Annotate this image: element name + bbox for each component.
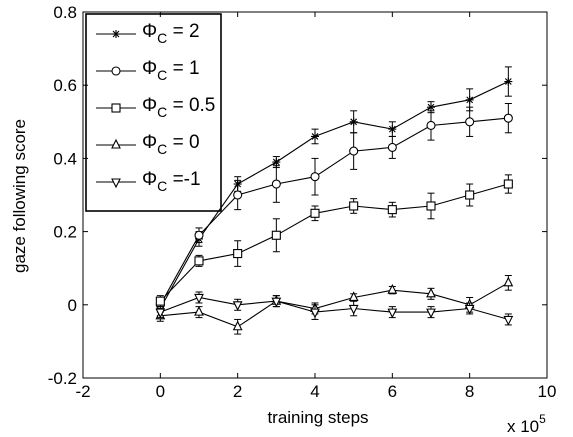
y-tick-label: -0.2 (48, 369, 77, 388)
data-point (387, 142, 397, 152)
series-group (155, 66, 514, 335)
series-5 (155, 291, 514, 326)
y-tick-label: 0.2 (53, 223, 77, 242)
legend-item: ΦC = 0 (96, 132, 200, 157)
data-point (194, 256, 204, 266)
data-point (232, 301, 243, 312)
x-tick-label: 0 (156, 382, 165, 401)
data-point (387, 283, 398, 294)
data-point (272, 158, 281, 167)
data-point (504, 77, 513, 86)
data-point (271, 297, 282, 308)
data-point (271, 179, 281, 189)
x-tick-label: 10 (538, 382, 557, 401)
data-point (387, 308, 398, 319)
data-point (194, 230, 204, 240)
y-tick-label: 0.6 (53, 76, 77, 95)
data-point (426, 120, 436, 131)
legend-marker (112, 30, 120, 38)
data-point (233, 190, 243, 200)
x-multiplier-base: x 10 (507, 417, 539, 436)
data-point (503, 315, 514, 326)
data-point (310, 208, 320, 218)
data-point (349, 146, 359, 156)
legend-item: ΦC = 1 (96, 58, 200, 83)
data-point (155, 308, 166, 319)
legend-item: ΦC = 0.5 (96, 95, 215, 120)
data-point (155, 296, 165, 306)
data-point (465, 95, 474, 104)
series-line (159, 117, 509, 306)
legend-marker (111, 138, 121, 149)
data-point (310, 172, 320, 182)
data-point (426, 287, 436, 298)
data-point (194, 293, 204, 304)
x-tick-label: 4 (310, 382, 319, 401)
data-point (464, 304, 475, 315)
series-line (160, 296, 509, 320)
x-multiplier-exponent: 5 (539, 412, 546, 426)
x-axis-label: training steps (267, 408, 368, 427)
data-point (503, 113, 513, 123)
legend-marker (111, 178, 121, 189)
data-point (232, 320, 243, 331)
legend-item: ΦC = 2 (96, 21, 200, 46)
legend-label: ΦC = 0.5 (142, 95, 215, 120)
y-tick-label: 0 (68, 296, 77, 315)
data-point (427, 103, 435, 112)
data-point (310, 308, 320, 319)
legend-label: ΦC = 1 (142, 58, 200, 83)
data-point (387, 205, 397, 215)
data-point (465, 190, 475, 200)
data-point (348, 291, 359, 302)
series-line (159, 183, 509, 302)
y-tick-label: 0.4 (53, 149, 77, 168)
axes: -2 0 2 4 6 8 10 -0.2 0 0.2 0.4 0.6 0.8 (48, 3, 557, 401)
x-tick-label: 8 (465, 382, 474, 401)
data-point (349, 117, 358, 126)
data-point (348, 304, 359, 315)
legend-label: ΦC = 0 (142, 132, 200, 157)
data-point (426, 201, 436, 211)
x-tick-label: 6 (388, 382, 397, 401)
series-4 (155, 275, 514, 335)
data-point (426, 308, 436, 319)
data-point (349, 201, 359, 211)
x-tick-label: 2 (233, 382, 242, 401)
series-line (160, 282, 509, 328)
axis-labels: gaze following score training steps x 10… (10, 119, 546, 436)
legend-marker (111, 66, 121, 76)
legend-marker (111, 103, 121, 113)
x-multiplier-label: x 105 (507, 412, 546, 436)
data-point (194, 305, 204, 316)
data-point (311, 132, 319, 141)
data-point (465, 117, 475, 127)
data-point (503, 276, 514, 287)
y-axis-label: gaze following score (10, 119, 29, 273)
legend: ΦC = 2 ΦC = 1 ΦC = 0.5 ΦC = 0 ΦC =-1 (85, 13, 222, 212)
legend-item: ΦC =-1 (96, 169, 201, 194)
data-point (233, 249, 243, 259)
series-line (159, 81, 509, 309)
series-3 (155, 174, 513, 308)
legend-label: ΦC =-1 (142, 169, 201, 194)
y-tick-label: 0.8 (53, 3, 77, 22)
data-point (388, 125, 397, 134)
legend-box (85, 13, 222, 212)
legend-label: ΦC = 2 (142, 21, 200, 46)
x-tick-label: -2 (75, 382, 90, 401)
data-point (271, 230, 281, 240)
data-point (503, 179, 513, 189)
